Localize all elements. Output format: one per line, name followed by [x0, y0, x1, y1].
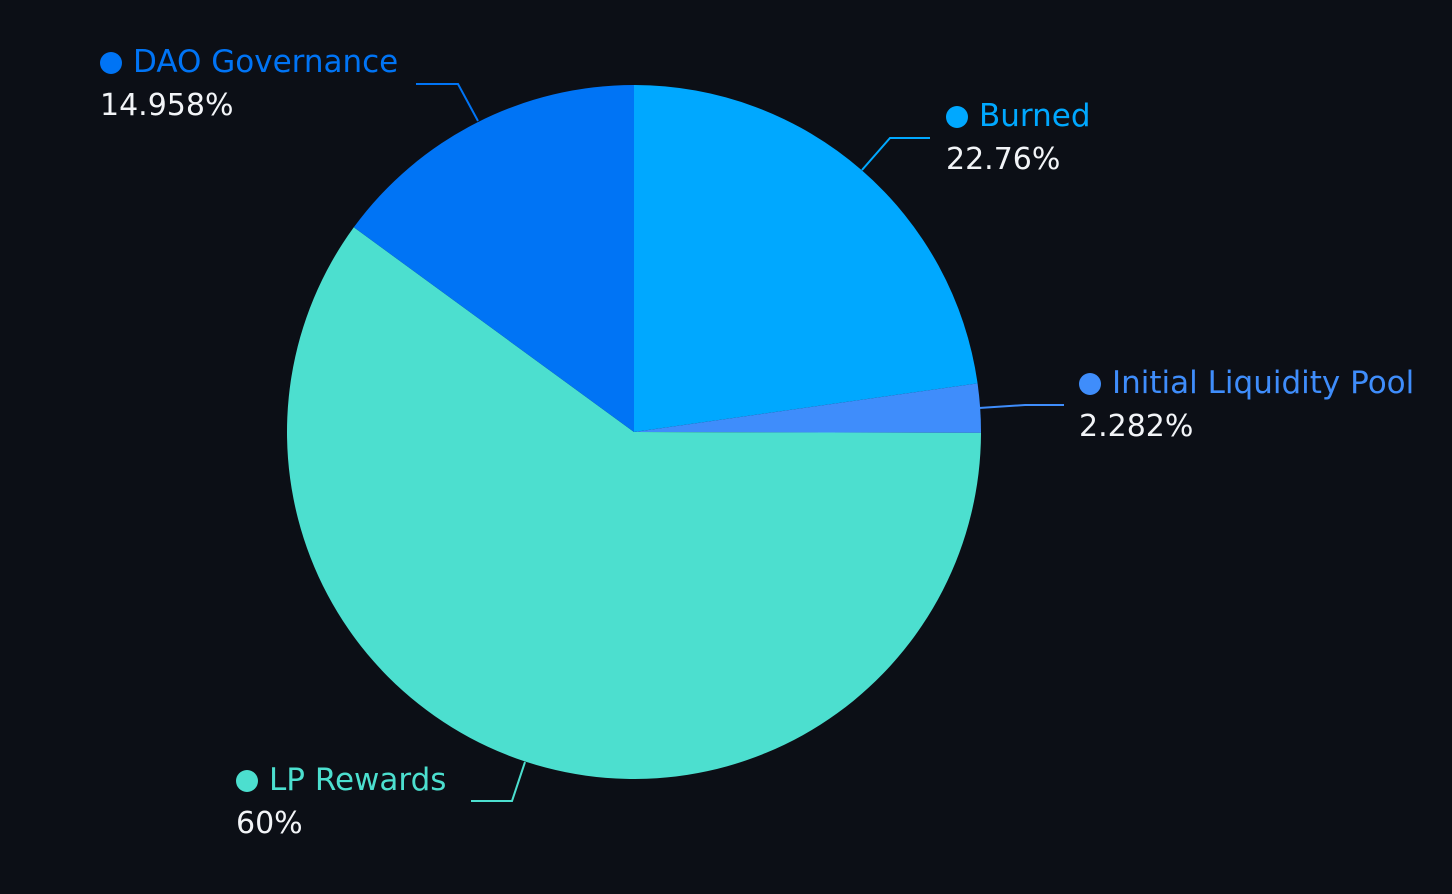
slice-label-lp-rewards: LP Rewards 60% — [236, 765, 446, 839]
leader-line — [861, 137, 930, 171]
slice-initial-liquidity-pool — [634, 383, 982, 433]
slice-label-burned: Burned 22.76% — [946, 101, 1091, 175]
slice-name: DAO Governance — [133, 44, 399, 80]
slice-name: LP Rewards — [269, 762, 447, 798]
slice-percent: 60% — [236, 806, 303, 841]
slice-label-dao-governance: DAO Governance 14.958% — [100, 47, 398, 121]
slice-percent: 14.958% — [100, 88, 234, 123]
leader-line — [978, 404, 1064, 409]
slice-percent: 2.282% — [1079, 409, 1194, 444]
legend-dot-icon — [236, 769, 258, 792]
legend-dot-icon — [946, 105, 968, 128]
legend-dot-icon — [1079, 372, 1101, 395]
slice-percent: 22.76% — [946, 142, 1061, 177]
leader-line — [416, 83, 479, 122]
leader-line — [471, 761, 526, 802]
slice-name: Burned — [979, 98, 1091, 134]
slice-name: Initial Liquidity Pool — [1112, 365, 1415, 401]
slice-label-initial-liquidity-pool: Initial Liquidity Pool 2.282% — [1079, 368, 1414, 442]
slice-burned — [634, 85, 978, 432]
slice-lp-rewards — [287, 227, 981, 779]
legend-dot-icon — [100, 51, 122, 74]
slice-dao-governance — [353, 85, 634, 432]
